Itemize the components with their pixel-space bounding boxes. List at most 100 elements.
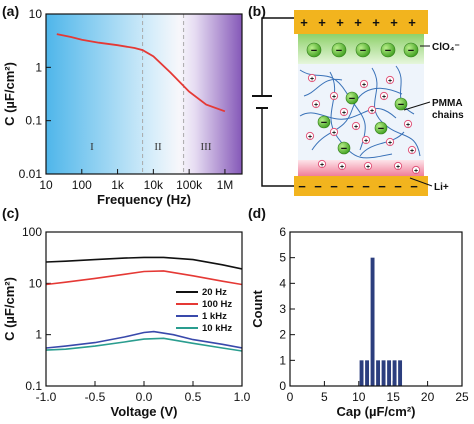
cation: + [329,91,339,101]
positive-charge-sign: + [300,15,308,30]
y-tick-label: 3 [279,302,286,316]
cation-sign: + [332,130,336,137]
cation-sign: + [354,124,358,131]
anion-sign: − [311,45,317,57]
negative-charge-sign: − [394,179,402,194]
x-tick-label: -1.0 [36,390,57,404]
panel-d: (d) 0 5 10 15 20 25 0 1 2 3 4 5 6 Cap (µF/cm²) Count [248,205,469,419]
positive-charge-sign: + [408,15,416,30]
polymer-chain [311,87,403,151]
negative-charge-sign: − [362,179,370,194]
cation-sign: + [388,140,392,147]
x-tick-label: 20 [421,390,435,404]
anion-ball [380,42,396,58]
cation: + [403,119,413,129]
panel-a-x-axis-label: Frequency (Hz) [97,192,191,207]
top-electrode-signs: + + + + + + + [300,15,416,30]
cation-double-layer [298,160,424,176]
anion-sign: − [378,123,384,135]
anion-sign: − [341,143,347,155]
positive-charge-sign: + [372,15,380,30]
x-tick-label: 15 [387,390,401,404]
cation-ball [307,73,317,83]
legend-label: 1 kHz [202,311,227,322]
histogram-bar [370,257,375,386]
anion: − [306,42,322,58]
series-line [46,337,242,352]
top-electrode [294,10,428,34]
anion-sign: − [398,99,404,111]
anion: − [331,42,347,58]
anion-label: ClO₄⁻ [432,42,460,53]
y-tick-label: 10 [29,276,43,290]
cation: + [329,127,339,137]
cation: + [385,137,395,147]
panel-b-label: (b) [248,3,266,19]
panel-a: (a) I II III 10 100 1k 10k 100k 1M 0.01 0.1 110 … [2,3,243,207]
cation: + [363,161,373,171]
panel-b: (b) + + + + + + + − − − − − − − − − − − − −−− −−− ++++++ ++… [248,3,464,196]
y-tick-label: 10 [29,7,43,21]
cation-ball [317,159,327,169]
histogram-bar [381,360,386,386]
x-tick-label: 5 [321,390,328,404]
cation-ball [411,165,421,175]
anion-ball [331,42,347,58]
cation-ball [329,127,339,137]
cation: + [305,131,315,141]
panel-d-label: (d) [248,205,266,221]
cation-ball [385,137,395,147]
panel-c-y-axis-label: C (µF/cm²) [2,277,17,341]
x-tick-label: -0.5 [85,390,106,404]
y-tick-label: 0.1 [25,379,42,393]
panel-a-label: (a) [2,3,19,19]
positive-charge-sign: + [354,15,362,30]
cation: + [393,161,403,171]
y-tick-label: 5 [279,251,286,265]
y-tick-label: 4 [279,276,286,290]
panel-d-plot-background [290,232,462,386]
cation-sign: + [382,94,386,101]
cation-sign: + [410,148,414,155]
x-tick-label: 0.5 [185,390,202,404]
x-tick-label: 10 [39,178,53,192]
anion-ball [355,42,371,58]
cation-sign: + [406,122,410,129]
bottom-electrode [294,176,428,196]
anion-group: − − − − − − − − − − [306,42,419,155]
circuit-wire [261,17,298,96]
y-tick-label: 1 [35,328,42,342]
anion-ball [306,42,322,58]
negative-charge-sign: − [314,179,322,194]
panel-c-label: (c) [2,205,19,221]
cation-sign: + [342,110,346,117]
region-label: II [154,141,162,153]
positive-charge-sign: + [390,15,398,30]
anion: − [317,115,331,129]
panel-c-legend: 20 Hz 100 Hz 1 kHz 10 kHz [176,287,232,334]
anion-sign: − [321,117,327,129]
cation-label: Li+ [434,182,449,193]
cation-ball [385,75,395,85]
cation: + [411,165,421,175]
x-tick-label: 10 [352,390,366,404]
panel-c-x-axis-label: Voltage (V) [111,404,178,419]
panel-c: (c) -1.0 -0.5 0.0 0.5 1.0 0.1 1 10 100 20 Hz 100… [2,205,251,419]
cation-ball [367,105,377,115]
cation-sign: + [340,164,344,171]
cation-ball [379,91,389,101]
cation-sign: + [366,164,370,171]
anion-sign: − [360,45,366,57]
histogram-bar [359,360,364,386]
anion: − [355,42,371,58]
annotation-pointer [403,101,431,111]
cation: + [385,75,395,85]
anion-sign: − [408,45,414,57]
cation: + [317,159,327,169]
cation: + [307,73,317,83]
y-tick-label: 100 [22,225,42,239]
anion-sign: − [385,45,391,57]
legend-label: 10 kHz [202,323,232,334]
polymer-chain [359,131,405,157]
cation-ball [305,131,315,141]
